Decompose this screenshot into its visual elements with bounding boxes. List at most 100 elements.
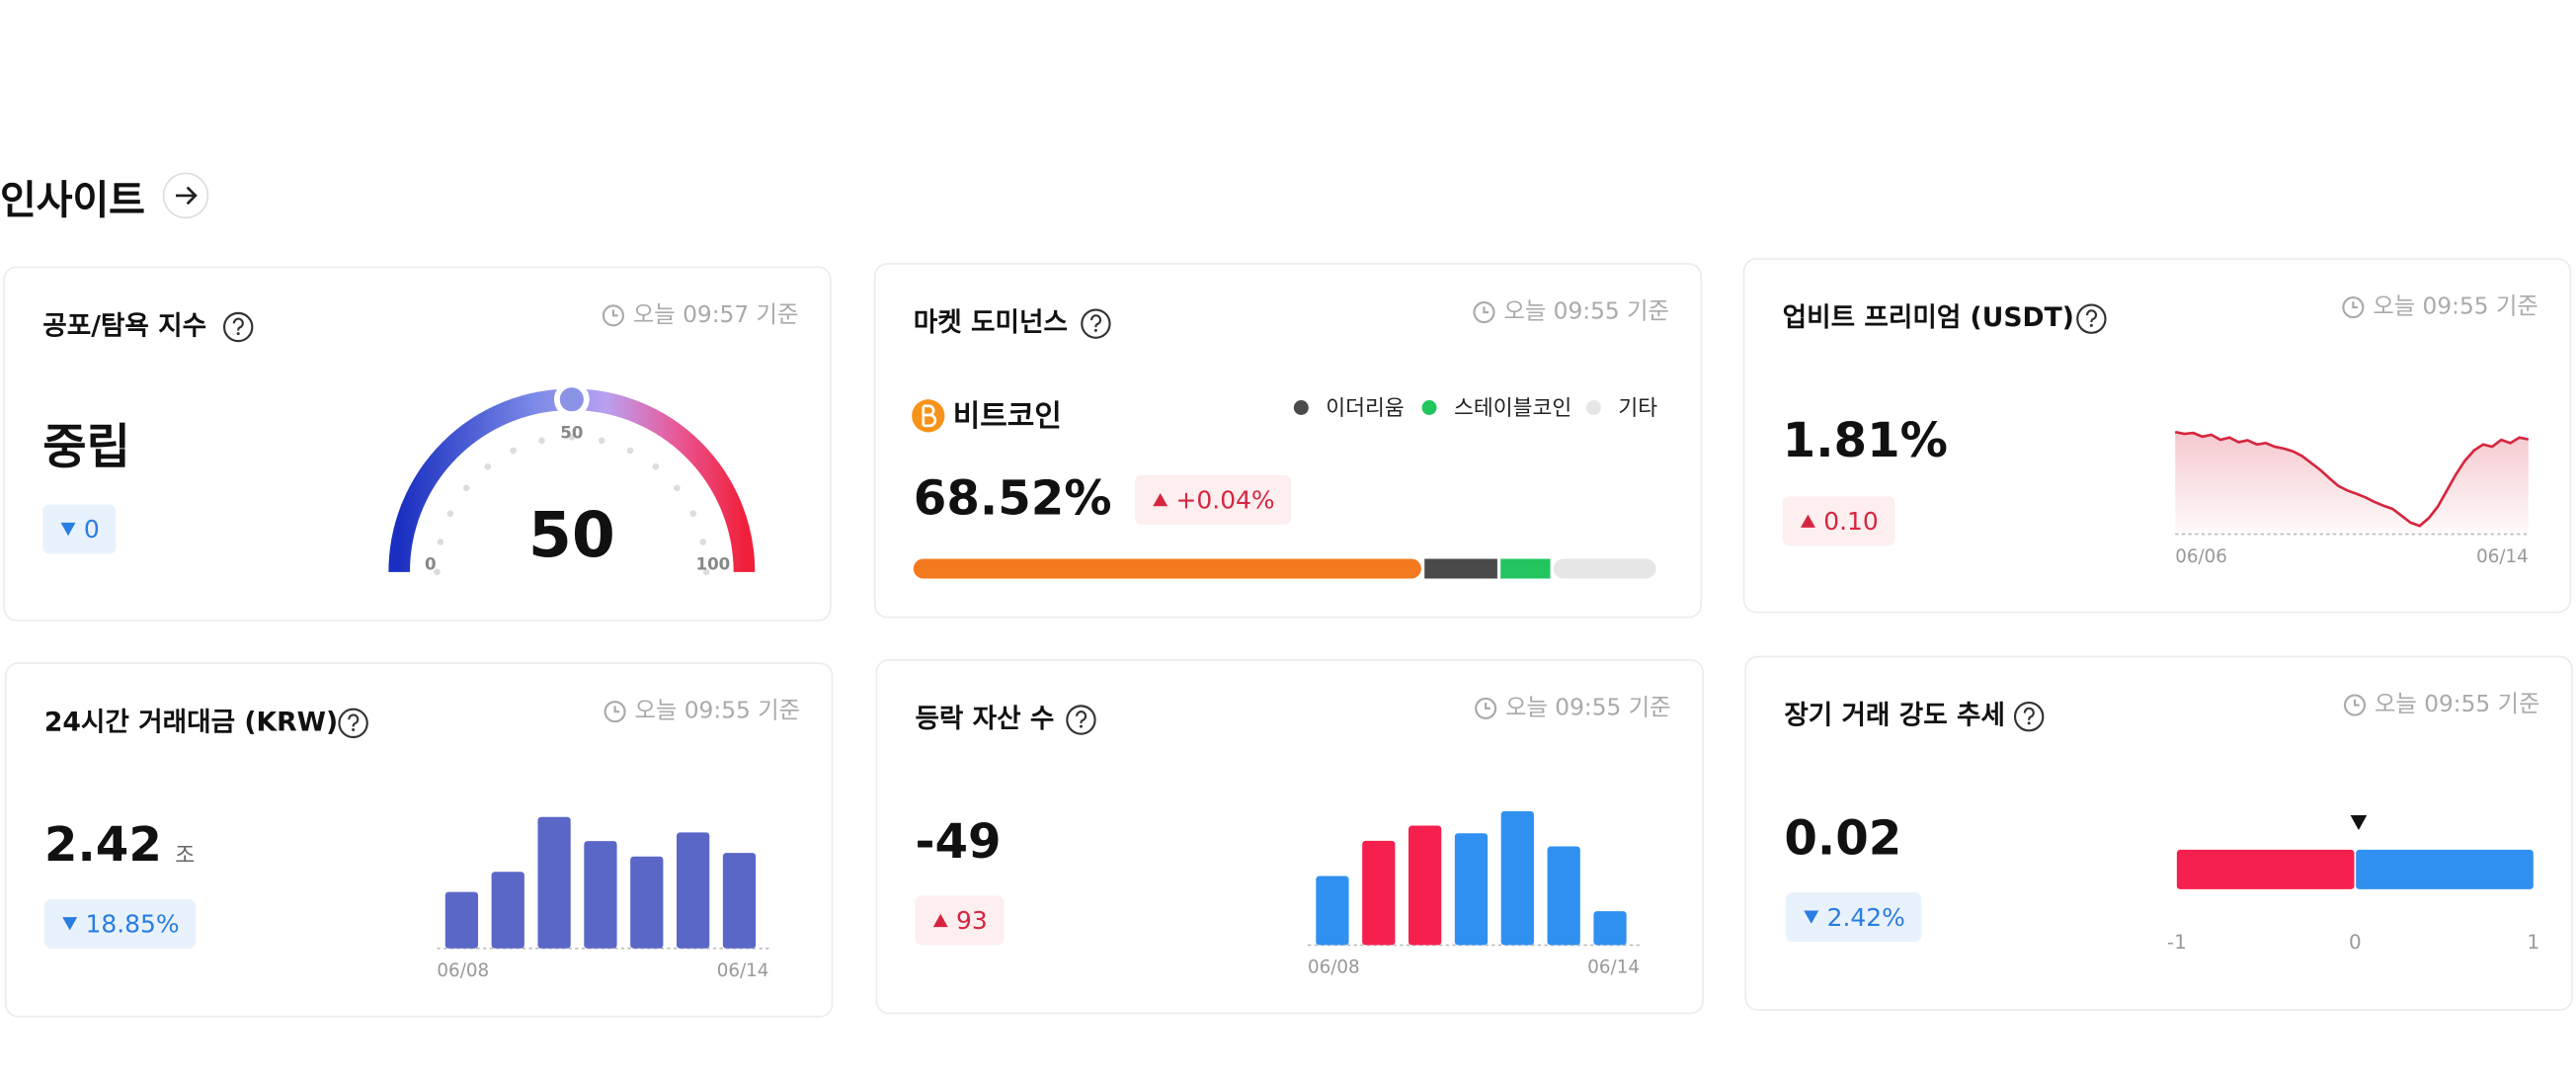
- bar: [1547, 846, 1580, 946]
- bar: [1362, 840, 1396, 946]
- help-icon[interactable]: [1066, 705, 1096, 735]
- clock-icon: [1473, 300, 1495, 324]
- pill-bg: [1786, 892, 1922, 943]
- gauge-dot: [510, 447, 517, 455]
- bar: [1500, 810, 1534, 946]
- gauge-dot: [484, 462, 492, 470]
- pill-arrow: [1800, 514, 1815, 528]
- insight-card[interactable]: 24시간 거래대금 (KRW) 오늘 09:55 기준 2.42 조 18.85% 06/…: [4, 662, 834, 1018]
- clock-icon: [602, 304, 624, 327]
- clock-face: [2342, 295, 2365, 319]
- x-tick-label: 1: [2527, 930, 2539, 954]
- bar: [537, 816, 571, 949]
- x-tick-label: -1: [2167, 930, 2187, 954]
- change-pill: 0.10: [1782, 496, 1895, 546]
- gauge-tick-label: 50: [560, 424, 583, 443]
- main-value: 중립: [42, 420, 130, 475]
- help-mark: [1076, 711, 1087, 724]
- legend-label: 스테이블코인: [1454, 396, 1571, 421]
- card-canvas: 업비트 프리미엄 (USDT) 오늘 09:55 기준 1.81% 0.10 06/06…: [1782, 293, 2538, 567]
- help-dot: [1079, 724, 1083, 728]
- gauge-dot: [437, 539, 444, 545]
- change-value: 0.10: [1823, 507, 1879, 536]
- pill-arrow: [1804, 910, 1819, 924]
- gauge-dot: [538, 437, 545, 445]
- x-label: 06/08: [437, 961, 489, 981]
- card-title: 장기 거래 강도 추세: [1784, 701, 2005, 731]
- help-dot: [352, 728, 356, 732]
- clock-face: [1473, 300, 1495, 324]
- insight-card[interactable]: 장기 거래 강도 추세 오늘 09:55 기준 0.02 2.42% -1 0 1: [1744, 655, 2573, 1011]
- bar: [722, 853, 757, 949]
- x-label: 06/14: [1587, 958, 1640, 978]
- clock-hands: [611, 309, 618, 317]
- pill-bg: [1134, 474, 1292, 525]
- help-circle: [2076, 303, 2107, 334]
- clock-face: [604, 701, 626, 723]
- insight-card[interactable]: 업비트 프리미엄 (USDT) 오늘 09:55 기준 1.81% 0.10 06/06…: [1742, 258, 2572, 614]
- x-label: 06/14: [717, 961, 769, 981]
- x-label: 06/06: [2175, 546, 2227, 567]
- clock-icon: [2342, 295, 2365, 319]
- help-icon[interactable]: [2013, 701, 2045, 732]
- timestamp: 오늘 09:55 기준: [1505, 694, 1670, 720]
- main-value: 0.02: [1784, 811, 1901, 867]
- insight-card[interactable]: 공포/탐욕 지수 오늘 09:57 기준 중립 0 0 50 100 50: [3, 266, 832, 622]
- help-mark: [1090, 314, 1102, 328]
- x-label: 06/08: [1308, 958, 1360, 978]
- clock-face: [602, 304, 624, 327]
- insight-card[interactable]: 등락 자산 수 오늘 09:55 기준 -49 93 06/08 06/14: [875, 658, 1704, 1015]
- more-button[interactable]: [161, 171, 210, 220]
- card-canvas: 장기 거래 강도 추세 오늘 09:55 기준 0.02 2.42% -1 0 1: [1784, 691, 2539, 954]
- timestamp: 오늘 09:55 기준: [2373, 293, 2537, 320]
- gauge-dot: [568, 434, 576, 441]
- help-circle: [222, 311, 254, 343]
- help-icon[interactable]: [2076, 303, 2107, 334]
- pill-arrow: [1153, 492, 1168, 507]
- timestamp: 오늘 09:55 기준: [635, 698, 800, 724]
- x-label: 06/14: [2476, 546, 2529, 567]
- legend-label: 기타: [1618, 396, 1657, 421]
- clock-hands: [2353, 699, 2360, 707]
- card-title: 24시간 거래대금 (KRW): [44, 707, 338, 737]
- dominance-segment: [913, 558, 1421, 579]
- help-dot: [236, 332, 240, 336]
- pill-arrow: [62, 917, 78, 931]
- legend-dot: [1585, 400, 1601, 415]
- pill-arrow: [932, 913, 948, 928]
- insight-card[interactable]: 마켓 도미넌스 오늘 09:55 기준 비트코인 이더리움 스테이블코인 기타 68.52%…: [873, 263, 1703, 619]
- clock-hands: [1483, 306, 1489, 314]
- change-pill: 18.85%: [43, 898, 197, 949]
- legend-dot: [1421, 400, 1437, 415]
- help-icon[interactable]: [222, 311, 254, 343]
- area: [2175, 432, 2529, 535]
- bar: [444, 891, 479, 949]
- bar: [491, 872, 524, 949]
- change-value: 2.42%: [1827, 903, 1905, 932]
- section-title: 인사이트: [0, 177, 145, 224]
- bar: [1454, 833, 1489, 946]
- help-mark: [2023, 707, 2035, 720]
- change-value: 0: [84, 515, 100, 544]
- clock-face: [2343, 694, 2367, 716]
- help-icon[interactable]: [338, 708, 368, 739]
- change-pill: +0.04%: [1134, 474, 1292, 525]
- gauge-dot: [652, 462, 660, 470]
- pill-bg: [43, 898, 197, 949]
- dominance-segment: [1424, 558, 1497, 579]
- pill-bg: [42, 504, 117, 554]
- clock-face: [1475, 697, 1497, 719]
- gauge-dot: [446, 510, 454, 517]
- change-pill: 0: [42, 504, 117, 554]
- gauge-dot: [702, 568, 710, 576]
- help-circle: [1066, 705, 1096, 735]
- help-icon[interactable]: [1081, 308, 1111, 339]
- change-pill: 93: [915, 895, 1005, 946]
- card-title: 업비트 프리미엄 (USDT): [1783, 302, 2074, 333]
- asset-name: 비트코인: [953, 399, 1062, 434]
- buy-bar: [2356, 849, 2534, 889]
- clock-icon: [1475, 697, 1497, 719]
- gauge-dot: [689, 510, 697, 517]
